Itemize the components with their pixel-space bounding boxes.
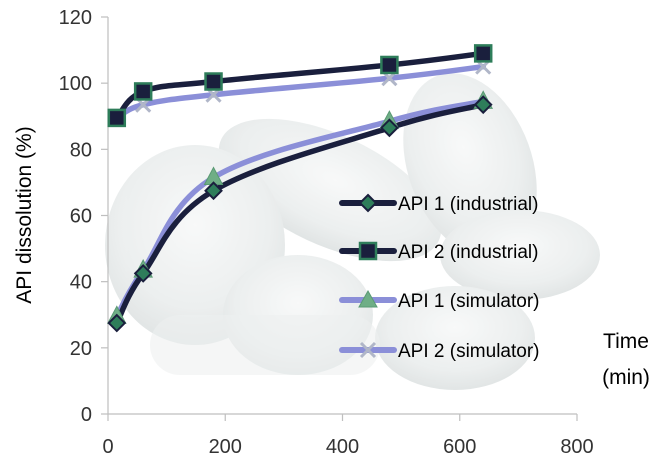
x-tick-label: 600 (443, 436, 476, 458)
legend: API 1 (industrial) API 2 (industrial) AP… (339, 193, 539, 362)
data-point-series-1 (204, 181, 223, 201)
data-point-series-1 (379, 118, 399, 138)
y-tick-label: 0 (81, 404, 92, 426)
data-point-series-2 (107, 108, 127, 128)
y-tick-label: 120 (59, 7, 92, 29)
y-tick-label: 20 (70, 338, 92, 360)
legend-item-api2-industrial: API 2 (industrial) (339, 241, 538, 263)
data-point-series-1 (133, 263, 153, 283)
tablet-background-image (105, 73, 600, 390)
x-axis-title-line-2: (min) (602, 366, 650, 389)
legend-label: API 1 (industrial) (398, 194, 538, 215)
x-tick-label: 400 (326, 436, 359, 458)
data-point-series-1 (107, 313, 127, 333)
legend-item-api1-industrial: API 1 (industrial) (339, 193, 538, 215)
y-tick-label: 100 (59, 73, 92, 95)
y-tick-label: 40 (70, 272, 92, 294)
y-tick-label: 80 (70, 139, 92, 161)
legend-item-api1-simulator: API 1 (simulator) (339, 289, 539, 312)
x-tick-label: 0 (102, 436, 113, 458)
y-axis-title: API dissolution (%) (13, 126, 36, 303)
legend-label: API 2 (industrial) (398, 242, 538, 263)
data-point-series-2 (133, 82, 153, 101)
y-tick-label: 60 (70, 206, 92, 228)
x-tick-label: 800 (560, 436, 593, 458)
legend-label: API 1 (simulator) (398, 291, 539, 312)
legend-item-api2-simulator: API 2 (simulator) (339, 341, 539, 362)
legend-label: API 2 (simulator) (398, 341, 539, 362)
data-point-series-2 (380, 55, 399, 75)
data-point-series-1 (473, 95, 493, 115)
x-axis-title-line-1: Time (603, 330, 649, 353)
data-point-series-2 (204, 72, 223, 91)
x-tick-label: 200 (209, 436, 242, 458)
series-line-4 (114, 63, 486, 121)
data-point-series-2 (473, 44, 493, 63)
